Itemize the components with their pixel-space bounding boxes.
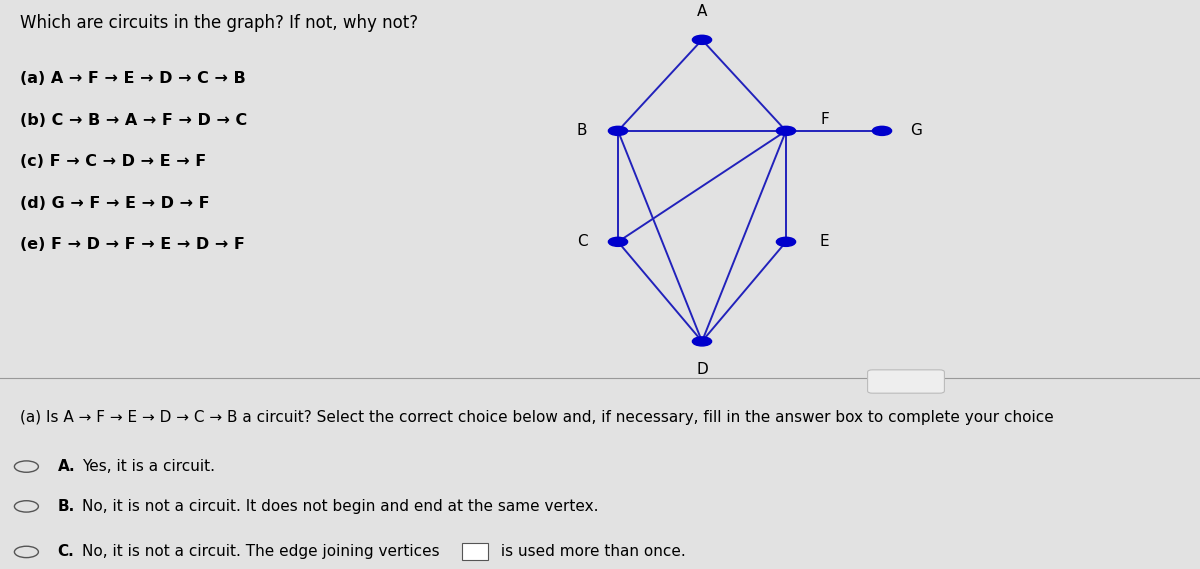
Text: A.: A. [58, 459, 76, 474]
Circle shape [872, 126, 892, 135]
Text: D: D [696, 362, 708, 377]
Text: (a) A → F → E → D → C → B: (a) A → F → E → D → C → B [20, 71, 246, 86]
Text: (e) F → D → F → E → D → F: (e) F → D → F → E → D → F [20, 237, 245, 252]
Text: A: A [697, 4, 707, 19]
Text: (d) G → F → E → D → F: (d) G → F → E → D → F [20, 196, 210, 211]
Text: Yes, it is a circuit.: Yes, it is a circuit. [82, 459, 215, 474]
FancyBboxPatch shape [462, 543, 488, 560]
Circle shape [692, 337, 712, 346]
Text: E: E [820, 234, 829, 249]
Text: No, it is not a circuit. The edge joining vertices: No, it is not a circuit. The edge joinin… [82, 545, 439, 559]
Text: ...: ... [900, 376, 912, 386]
Circle shape [776, 126, 796, 135]
Text: is used more than once.: is used more than once. [496, 545, 685, 559]
Text: (c) F → C → D → E → F: (c) F → C → D → E → F [20, 154, 206, 169]
Text: Which are circuits in the graph? If not, why not?: Which are circuits in the graph? If not,… [20, 14, 419, 32]
Text: (b) C → B → A → F → D → C: (b) C → B → A → F → D → C [20, 113, 247, 127]
Text: C: C [577, 234, 587, 249]
Text: (a) Is A → F → E → D → C → B a circuit? Select the correct choice below and, if : (a) Is A → F → E → D → C → B a circuit? … [20, 410, 1054, 424]
Text: No, it is not a circuit. It does not begin and end at the same vertex.: No, it is not a circuit. It does not beg… [82, 499, 598, 514]
Circle shape [692, 35, 712, 44]
Text: B.: B. [58, 499, 74, 514]
Circle shape [608, 237, 628, 246]
Circle shape [608, 126, 628, 135]
Text: F: F [820, 112, 829, 127]
Text: C.: C. [58, 545, 74, 559]
Text: G: G [910, 123, 922, 138]
Circle shape [776, 237, 796, 246]
FancyBboxPatch shape [868, 370, 944, 393]
Text: B: B [577, 123, 587, 138]
